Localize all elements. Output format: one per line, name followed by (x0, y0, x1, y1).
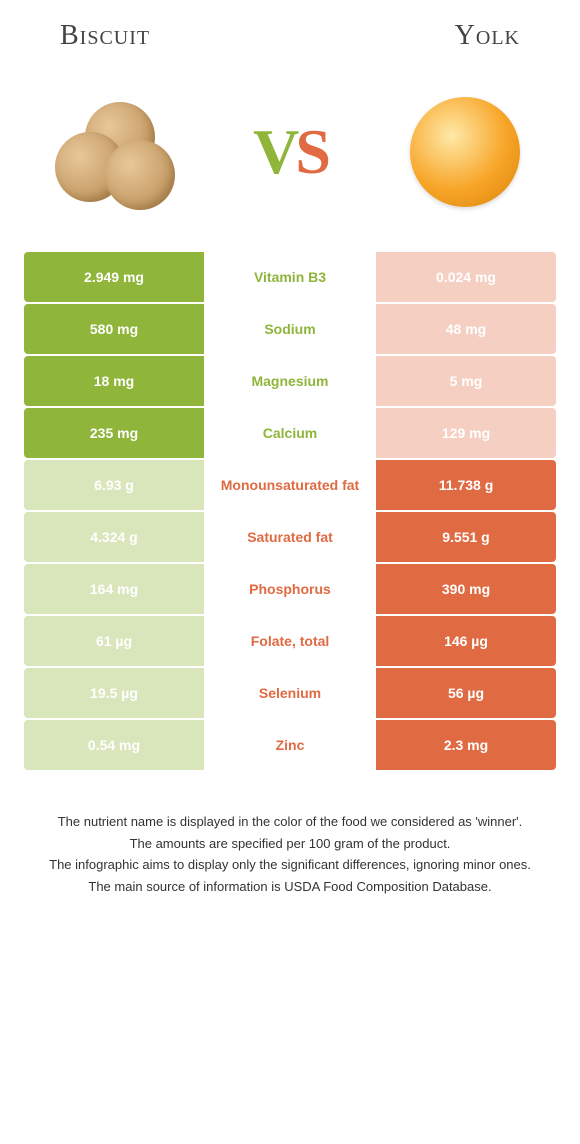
nutrient-row: 580 mgSodium48 mg (24, 304, 556, 354)
left-value: 235 mg (24, 408, 204, 458)
right-food-title: Yolk (455, 20, 520, 52)
nutrient-row: 164 mgPhosphorus390 mg (24, 564, 556, 614)
right-value: 0.024 mg (376, 252, 556, 302)
nutrient-row: 2.949 mgVitamin B30.024 mg (24, 252, 556, 302)
right-value: 56 µg (376, 668, 556, 718)
nutrient-row: 235 mgCalcium129 mg (24, 408, 556, 458)
left-value: 580 mg (24, 304, 204, 354)
right-value: 11.738 g (376, 460, 556, 510)
nutrient-label: Vitamin B3 (204, 252, 376, 302)
right-value: 48 mg (376, 304, 556, 354)
vs-s: S (295, 116, 327, 187)
nutrient-row: 0.54 mgZinc2.3 mg (24, 720, 556, 770)
left-value: 2.949 mg (24, 252, 204, 302)
header-titles: Biscuit Yolk (0, 0, 580, 62)
left-value: 4.324 g (24, 512, 204, 562)
left-food-title: Biscuit (60, 20, 150, 52)
footnote-line: The nutrient name is displayed in the co… (30, 812, 550, 832)
comparison-table: 2.949 mgVitamin B30.024 mg580 mgSodium48… (0, 252, 580, 770)
vs-v: V (253, 116, 295, 187)
nutrient-row: 61 µgFolate, total146 µg (24, 616, 556, 666)
right-value: 2.3 mg (376, 720, 556, 770)
nutrient-label: Selenium (204, 668, 376, 718)
right-value: 9.551 g (376, 512, 556, 562)
nutrient-label: Saturated fat (204, 512, 376, 562)
nutrient-label: Zinc (204, 720, 376, 770)
nutrient-label: Folate, total (204, 616, 376, 666)
left-value: 0.54 mg (24, 720, 204, 770)
right-value: 129 mg (376, 408, 556, 458)
left-value: 6.93 g (24, 460, 204, 510)
left-value: 19.5 µg (24, 668, 204, 718)
left-value: 18 mg (24, 356, 204, 406)
left-value: 164 mg (24, 564, 204, 614)
nutrient-row: 19.5 µgSelenium56 µg (24, 668, 556, 718)
footnote-line: The infographic aims to display only the… (30, 855, 550, 875)
images-row: VS (0, 62, 580, 252)
nutrient-label: Calcium (204, 408, 376, 458)
footnote-line: The amounts are specified per 100 gram o… (30, 834, 550, 854)
nutrient-label: Magnesium (204, 356, 376, 406)
right-value: 5 mg (376, 356, 556, 406)
yolk-image (400, 92, 530, 212)
footnote-line: The main source of information is USDA F… (30, 877, 550, 897)
left-value: 61 µg (24, 616, 204, 666)
nutrient-label: Phosphorus (204, 564, 376, 614)
nutrient-label: Sodium (204, 304, 376, 354)
vs-label: VS (253, 115, 327, 189)
biscuit-image (50, 92, 180, 212)
nutrient-row: 18 mgMagnesium5 mg (24, 356, 556, 406)
nutrient-label: Monounsaturated fat (204, 460, 376, 510)
nutrient-row: 6.93 gMonounsaturated fat11.738 g (24, 460, 556, 510)
footnotes: The nutrient name is displayed in the co… (0, 772, 580, 928)
nutrient-row: 4.324 gSaturated fat9.551 g (24, 512, 556, 562)
right-value: 390 mg (376, 564, 556, 614)
right-value: 146 µg (376, 616, 556, 666)
